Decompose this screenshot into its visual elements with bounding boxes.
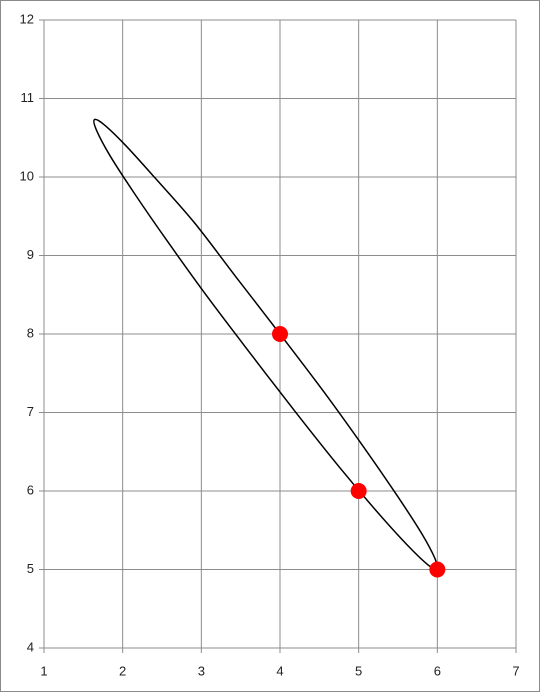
x-tick-label: 2 (119, 663, 126, 678)
x-tick-label: 3 (198, 663, 205, 678)
y-tick-label: 8 (27, 325, 34, 340)
y-tick-label: 6 (27, 482, 34, 497)
x-tick-label: 4 (276, 663, 283, 678)
y-tick-label: 4 (27, 639, 34, 654)
x-tick-label: 1 (40, 663, 47, 678)
ellipse-line (93, 118, 439, 571)
x-tick-label: 7 (512, 663, 519, 678)
y-tick-label: 7 (27, 404, 34, 419)
point (350, 483, 367, 499)
y-tick-label: 12 (20, 11, 34, 26)
x-tick-label: 5 (355, 663, 362, 678)
y-tick-label: 9 (27, 247, 34, 262)
y-tick-label: 11 (21, 90, 35, 105)
y-tick-label: 5 (27, 561, 34, 576)
point (429, 561, 446, 578)
x-tick-label: 6 (434, 663, 441, 678)
y-tick-label: 10 (20, 168, 34, 183)
point (272, 326, 288, 342)
